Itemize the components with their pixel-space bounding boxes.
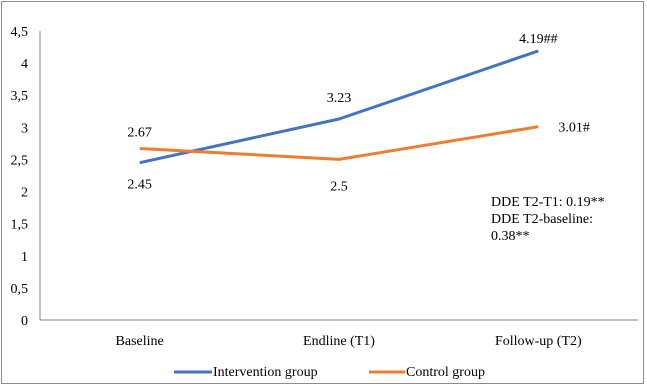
data-label: 2.5 <box>330 179 348 194</box>
data-labels: 2.45 3.23 4.19## 2.67 2.5 3.01# <box>127 32 589 195</box>
dde-annotation: DDE T2-T1: 0.19** DDE T2-baseline: 0.38** <box>491 195 605 244</box>
y-tick-label: 2 <box>21 186 28 201</box>
y-axis: 0 0,5 1 1,5 2 2,5 3 3,5 4 4,5 <box>11 25 41 329</box>
legend: Intervention group Control group <box>174 365 485 380</box>
data-label: 2.45 <box>127 178 152 193</box>
y-tick-label: 0 <box>21 314 28 329</box>
series-line-control <box>139 125 539 161</box>
annotation-line: 0.38** <box>491 229 530 244</box>
y-tick-label: 3,5 <box>11 89 29 104</box>
data-label: 3.23 <box>327 91 352 106</box>
annotation-line: DDE T2-T1: 0.19** <box>491 195 605 210</box>
y-tick-label: 1,5 <box>11 218 29 233</box>
legend-label: Intervention group <box>213 365 318 380</box>
y-tick-label: 0,5 <box>11 282 29 297</box>
x-tick-label: Endline (T1) <box>303 334 375 349</box>
x-tick-label: Follow-up (T2) <box>495 334 582 349</box>
y-tick-label: 3 <box>21 121 28 136</box>
series-line-intervention <box>139 49 539 165</box>
data-label: 3.01# <box>558 121 590 136</box>
annotation-line: DDE T2-baseline: <box>491 212 593 227</box>
data-label: 2.67 <box>127 126 152 141</box>
y-tick-label: 2,5 <box>11 153 29 168</box>
series-lines <box>139 49 539 165</box>
data-label: 4.19## <box>519 32 558 47</box>
x-tick-label: Baseline <box>116 334 164 349</box>
legend-label: Control group <box>406 365 485 380</box>
y-tick-label: 1 <box>21 250 28 265</box>
x-axis: Baseline Endline (T1) Follow-up (T2) <box>40 319 638 349</box>
y-tick-label: 4 <box>21 57 28 72</box>
y-tick-label: 4,5 <box>11 25 29 40</box>
